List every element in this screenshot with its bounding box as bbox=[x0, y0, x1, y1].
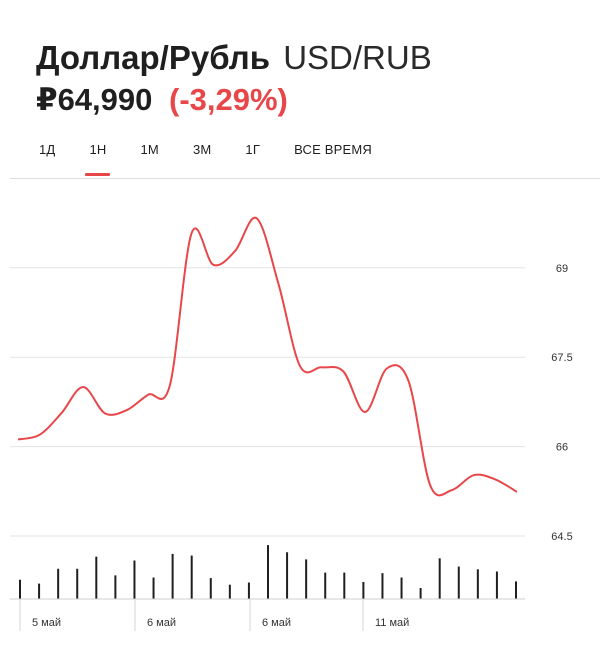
header: Доллар/Рубль USD/RUB ₽64,990 (-3,29%) bbox=[36, 38, 432, 120]
price-chart: 64.5 66 67.5 69 5 май 6 май 6 май 11 май bbox=[10, 216, 573, 631]
x-tick-label: 6 май bbox=[262, 617, 291, 629]
y-tick-label: 64.5 bbox=[551, 531, 572, 543]
price-change: (-3,29%) bbox=[169, 82, 288, 117]
x-tick-label: 6 май bbox=[147, 617, 176, 629]
tab-6[interactable]: ВСЕ ВРЕМЯ bbox=[294, 142, 373, 157]
current-price: ₽64,990 bbox=[36, 82, 153, 117]
instrument-ticker: USD/RUB bbox=[283, 39, 432, 76]
y-tick-label: 69 bbox=[556, 263, 568, 275]
x-tick-label: 5 май bbox=[32, 617, 61, 629]
period-tabs: 1Д 1Н 1М 3М 1Г ВСЕ ВРЕМЯ bbox=[22, 136, 389, 178]
y-tick-label: 67.5 bbox=[551, 352, 572, 364]
tab-5[interactable]: 1Г bbox=[245, 142, 261, 157]
tabs-divider bbox=[10, 178, 600, 179]
y-tick-label: 66 bbox=[556, 442, 568, 454]
tab-4[interactable]: 3М bbox=[192, 142, 212, 157]
title-row: Доллар/Рубль USD/RUB bbox=[36, 38, 432, 78]
price-line bbox=[17, 216, 518, 497]
tab-1[interactable]: 1Д bbox=[39, 142, 56, 157]
tab-3[interactable]: 1М bbox=[140, 142, 159, 157]
price-row: ₽64,990 (-3,29%) bbox=[36, 80, 432, 120]
tab-2[interactable]: 1Н bbox=[72, 136, 123, 176]
x-tick-label: 11 май bbox=[375, 617, 409, 629]
instrument-name: Доллар/Рубль bbox=[36, 39, 271, 76]
